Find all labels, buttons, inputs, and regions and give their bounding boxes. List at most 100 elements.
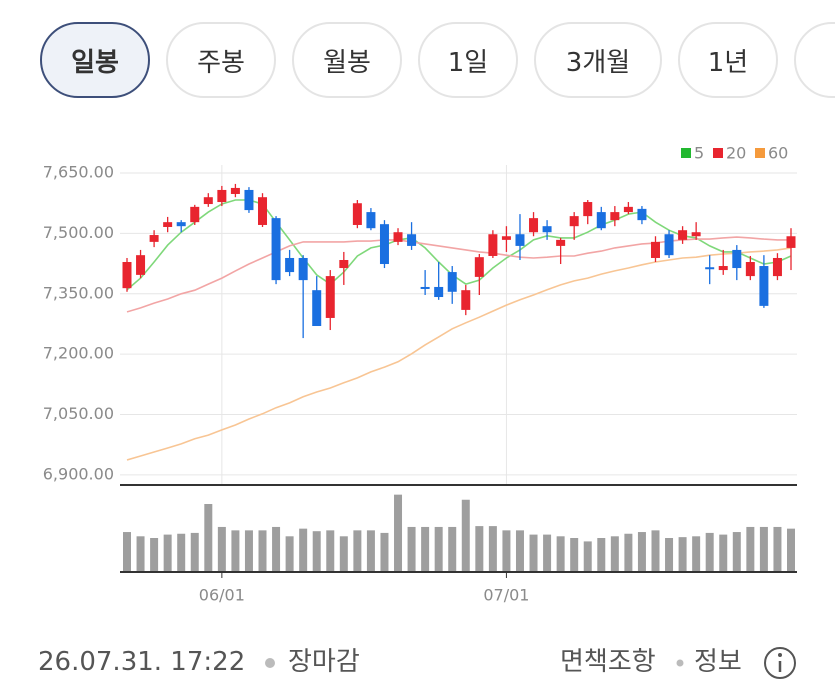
separator-dot	[265, 658, 275, 668]
info-link[interactable]: 정보	[694, 647, 742, 677]
volume-bar	[570, 538, 579, 572]
candle-body	[732, 249, 742, 269]
volume-bar	[556, 536, 565, 572]
info-icon-dot	[778, 653, 782, 657]
y-tick-label: 6,900.00	[43, 464, 114, 483]
period-tab[interactable]: 주봉	[166, 22, 276, 98]
legend-label: 60	[768, 144, 788, 163]
candle-body	[745, 262, 755, 277]
candle-body	[650, 241, 660, 258]
volume-bar	[475, 526, 484, 572]
volume-bar	[624, 533, 633, 572]
volume-bar	[773, 526, 782, 572]
period-tab[interactable]: 월봉	[292, 22, 402, 98]
volume-bar	[272, 526, 281, 572]
candle-body	[420, 286, 430, 289]
period-tab[interactable]: 1일	[418, 22, 518, 98]
legend-label: 20	[726, 144, 746, 163]
volume-bar	[448, 526, 457, 572]
y-tick-label: 7,200.00	[43, 344, 114, 363]
volume-bar	[583, 541, 592, 572]
volume-bar	[339, 536, 348, 572]
volume-bar	[502, 530, 511, 572]
y-tick-label: 7,350.00	[43, 283, 114, 302]
volume-bar	[515, 530, 524, 572]
volume-bar	[217, 526, 226, 572]
volume-bar	[746, 526, 755, 572]
market-status: 장마감	[288, 647, 360, 677]
candle-body	[271, 218, 281, 281]
candle-body	[569, 216, 579, 227]
volume-bar	[231, 530, 240, 572]
ma-line	[126, 247, 792, 461]
volume-bar	[123, 532, 131, 572]
candle-body	[149, 235, 159, 242]
candle-body	[529, 218, 539, 233]
timestamp: 26.07.31. 17:22	[38, 647, 246, 677]
period-tab[interactable]: 1년	[678, 22, 778, 98]
candle-body	[623, 206, 633, 213]
candle-body	[136, 255, 146, 275]
volume-bar	[787, 528, 795, 572]
volume-bar	[597, 538, 606, 572]
candle-body	[366, 212, 376, 229]
volume-bar	[692, 536, 701, 572]
x-tick-label: 07/01	[483, 586, 529, 605]
period-tab[interactable]: 3개월	[534, 22, 662, 98]
candle-body	[163, 222, 173, 227]
volume-bar	[380, 532, 389, 572]
volume-bar	[759, 526, 768, 572]
legend-label: 5	[694, 144, 704, 163]
candle-body	[515, 234, 525, 246]
volume-bar	[488, 526, 497, 572]
candle-body	[325, 276, 335, 318]
candle-body	[637, 208, 647, 221]
volume-bar	[394, 494, 403, 572]
volume-bar	[258, 530, 267, 572]
ma-line	[126, 236, 791, 313]
y-tick-label: 7,650.00	[43, 163, 114, 182]
candle-body	[407, 234, 417, 246]
volume-bar	[312, 531, 321, 572]
candle-body	[393, 232, 403, 242]
y-tick-label: 7,050.00	[43, 404, 114, 423]
volume-bar	[421, 526, 430, 572]
candle-body	[596, 212, 606, 229]
candle-body	[258, 197, 268, 225]
volume-bar	[285, 536, 294, 572]
legend-swatch	[713, 148, 723, 158]
candle-body	[176, 222, 186, 227]
candle-body	[786, 236, 796, 248]
candle-body	[285, 257, 295, 273]
volume-bar	[407, 526, 416, 572]
volume-bar	[719, 534, 728, 572]
candle-body	[447, 272, 457, 292]
candle-body	[244, 189, 254, 211]
volume-bar	[366, 530, 375, 572]
volume-bar	[732, 532, 741, 572]
candle-body	[501, 236, 511, 240]
period-tab[interactable]: 일봉	[40, 22, 150, 98]
volume-bar	[705, 532, 714, 572]
legend-swatch	[755, 148, 765, 158]
volume-bar	[244, 530, 253, 572]
candle-body	[718, 266, 728, 271]
candle-body	[705, 267, 715, 270]
volume-bar	[610, 536, 619, 572]
x-tick-label: 06/01	[199, 586, 245, 605]
volume-bar	[651, 530, 660, 572]
candle-body	[122, 262, 132, 289]
volume-bar	[637, 532, 646, 572]
candle-body	[542, 226, 552, 233]
candle-body	[217, 189, 227, 203]
candle-body	[230, 187, 240, 194]
candle-body	[434, 286, 444, 298]
disclaimer-link[interactable]: 면책조항	[560, 647, 656, 677]
candle-body	[759, 266, 769, 306]
candle-body	[678, 230, 688, 240]
volume-bar	[204, 504, 213, 572]
volume-bar	[190, 532, 199, 572]
info-icon	[764, 647, 796, 679]
volume-bar	[529, 534, 538, 572]
